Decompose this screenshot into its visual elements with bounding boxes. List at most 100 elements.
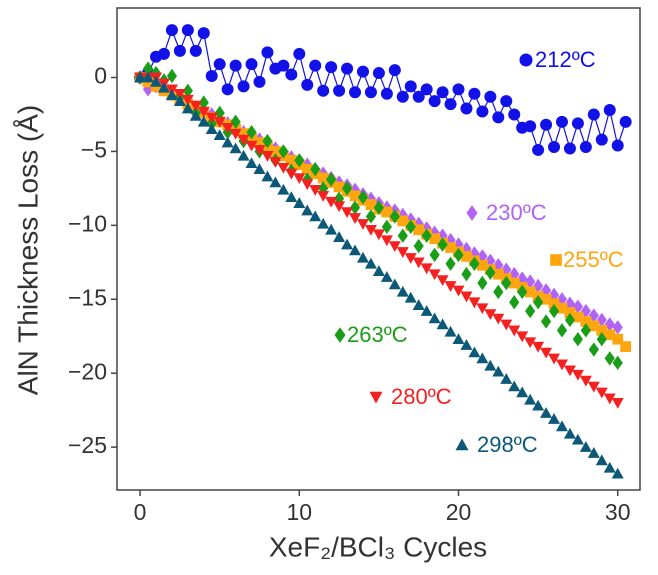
data-point — [508, 380, 521, 392]
data-point — [563, 365, 576, 377]
legend-label: 263ºC — [347, 322, 408, 347]
data-point — [555, 115, 568, 128]
data-point — [540, 407, 553, 418]
data-point — [603, 104, 616, 117]
data-point — [571, 433, 584, 445]
data-point — [595, 387, 608, 399]
data-point — [341, 181, 353, 196]
data-point — [540, 314, 552, 329]
data-point — [341, 238, 354, 250]
data-point — [381, 219, 392, 235]
y-tick-label: 0 — [94, 63, 107, 89]
data-point — [197, 27, 210, 40]
data-point — [293, 197, 306, 208]
data-point — [532, 341, 545, 353]
data-point — [254, 137, 265, 148]
data-point — [444, 98, 457, 111]
data-point — [245, 58, 258, 71]
data-point — [604, 329, 616, 341]
data-point — [500, 95, 513, 108]
data-point — [420, 83, 433, 96]
data-point — [580, 303, 591, 319]
data-point — [349, 213, 362, 224]
data-point — [500, 319, 513, 331]
data-point — [588, 308, 599, 323]
data-point — [413, 224, 425, 236]
data-point — [508, 325, 521, 337]
data-point — [237, 80, 250, 93]
data-point — [349, 200, 361, 215]
data-point — [612, 320, 623, 335]
data-point — [221, 136, 234, 148]
data-point — [181, 102, 194, 114]
data-point — [381, 206, 393, 218]
data-point — [269, 156, 282, 168]
data-point — [572, 299, 584, 314]
x-axis-label: XeF₂/BCl₃ Cycles — [269, 531, 487, 562]
data-point — [500, 373, 513, 384]
data-point — [556, 302, 568, 314]
data-point — [356, 219, 369, 230]
data-point — [277, 59, 290, 72]
data-point — [380, 271, 393, 282]
data-point — [261, 170, 274, 182]
data-point — [326, 172, 337, 187]
data-point — [365, 199, 377, 211]
data-point — [364, 224, 377, 236]
x-tick-label: 30 — [605, 499, 631, 525]
data-point — [476, 303, 489, 315]
data-point — [595, 133, 608, 146]
data-point — [596, 312, 607, 328]
data-point — [611, 397, 624, 409]
data-point — [229, 142, 242, 154]
data-point — [428, 269, 441, 281]
data-point — [532, 399, 545, 411]
data-point — [150, 75, 163, 87]
data-point — [468, 297, 481, 309]
data-point — [563, 427, 576, 439]
data-point — [548, 353, 561, 365]
data-point — [356, 251, 369, 263]
data-point — [285, 168, 298, 180]
data-point — [548, 140, 561, 153]
data-point — [181, 94, 194, 106]
data-point — [548, 303, 560, 319]
data-point — [540, 293, 552, 305]
data-point — [165, 89, 178, 101]
data-point — [555, 359, 568, 371]
data-point — [595, 454, 608, 466]
data-point — [564, 312, 576, 328]
x-tick-label: 20 — [446, 499, 472, 525]
data-point — [309, 59, 322, 72]
data-point — [612, 355, 623, 371]
legend-marker — [369, 391, 383, 404]
data-point — [349, 86, 362, 99]
data-point — [238, 128, 249, 140]
data-point — [318, 181, 329, 196]
data-point — [397, 215, 409, 227]
data-point — [197, 106, 210, 118]
y-tick-label: −15 — [68, 284, 107, 310]
data-point — [205, 123, 218, 135]
data-point — [317, 172, 329, 184]
data-point — [508, 108, 521, 121]
y-axis-label: AlN Thickness Loss (Å) — [12, 105, 43, 395]
data-point — [285, 68, 298, 81]
data-point — [563, 142, 576, 155]
data-point — [421, 228, 432, 243]
data-point — [548, 413, 561, 424]
data-point — [516, 386, 529, 398]
data-point — [253, 75, 266, 88]
data-point — [372, 67, 385, 80]
data-point — [166, 68, 178, 84]
data-point — [524, 337, 537, 349]
data-point — [524, 120, 537, 133]
data-point — [572, 331, 584, 347]
data-point — [389, 209, 400, 224]
data-point — [603, 461, 616, 473]
data-point — [277, 162, 290, 174]
data-point — [525, 303, 536, 319]
data-point — [429, 225, 440, 240]
data-point — [165, 24, 178, 37]
